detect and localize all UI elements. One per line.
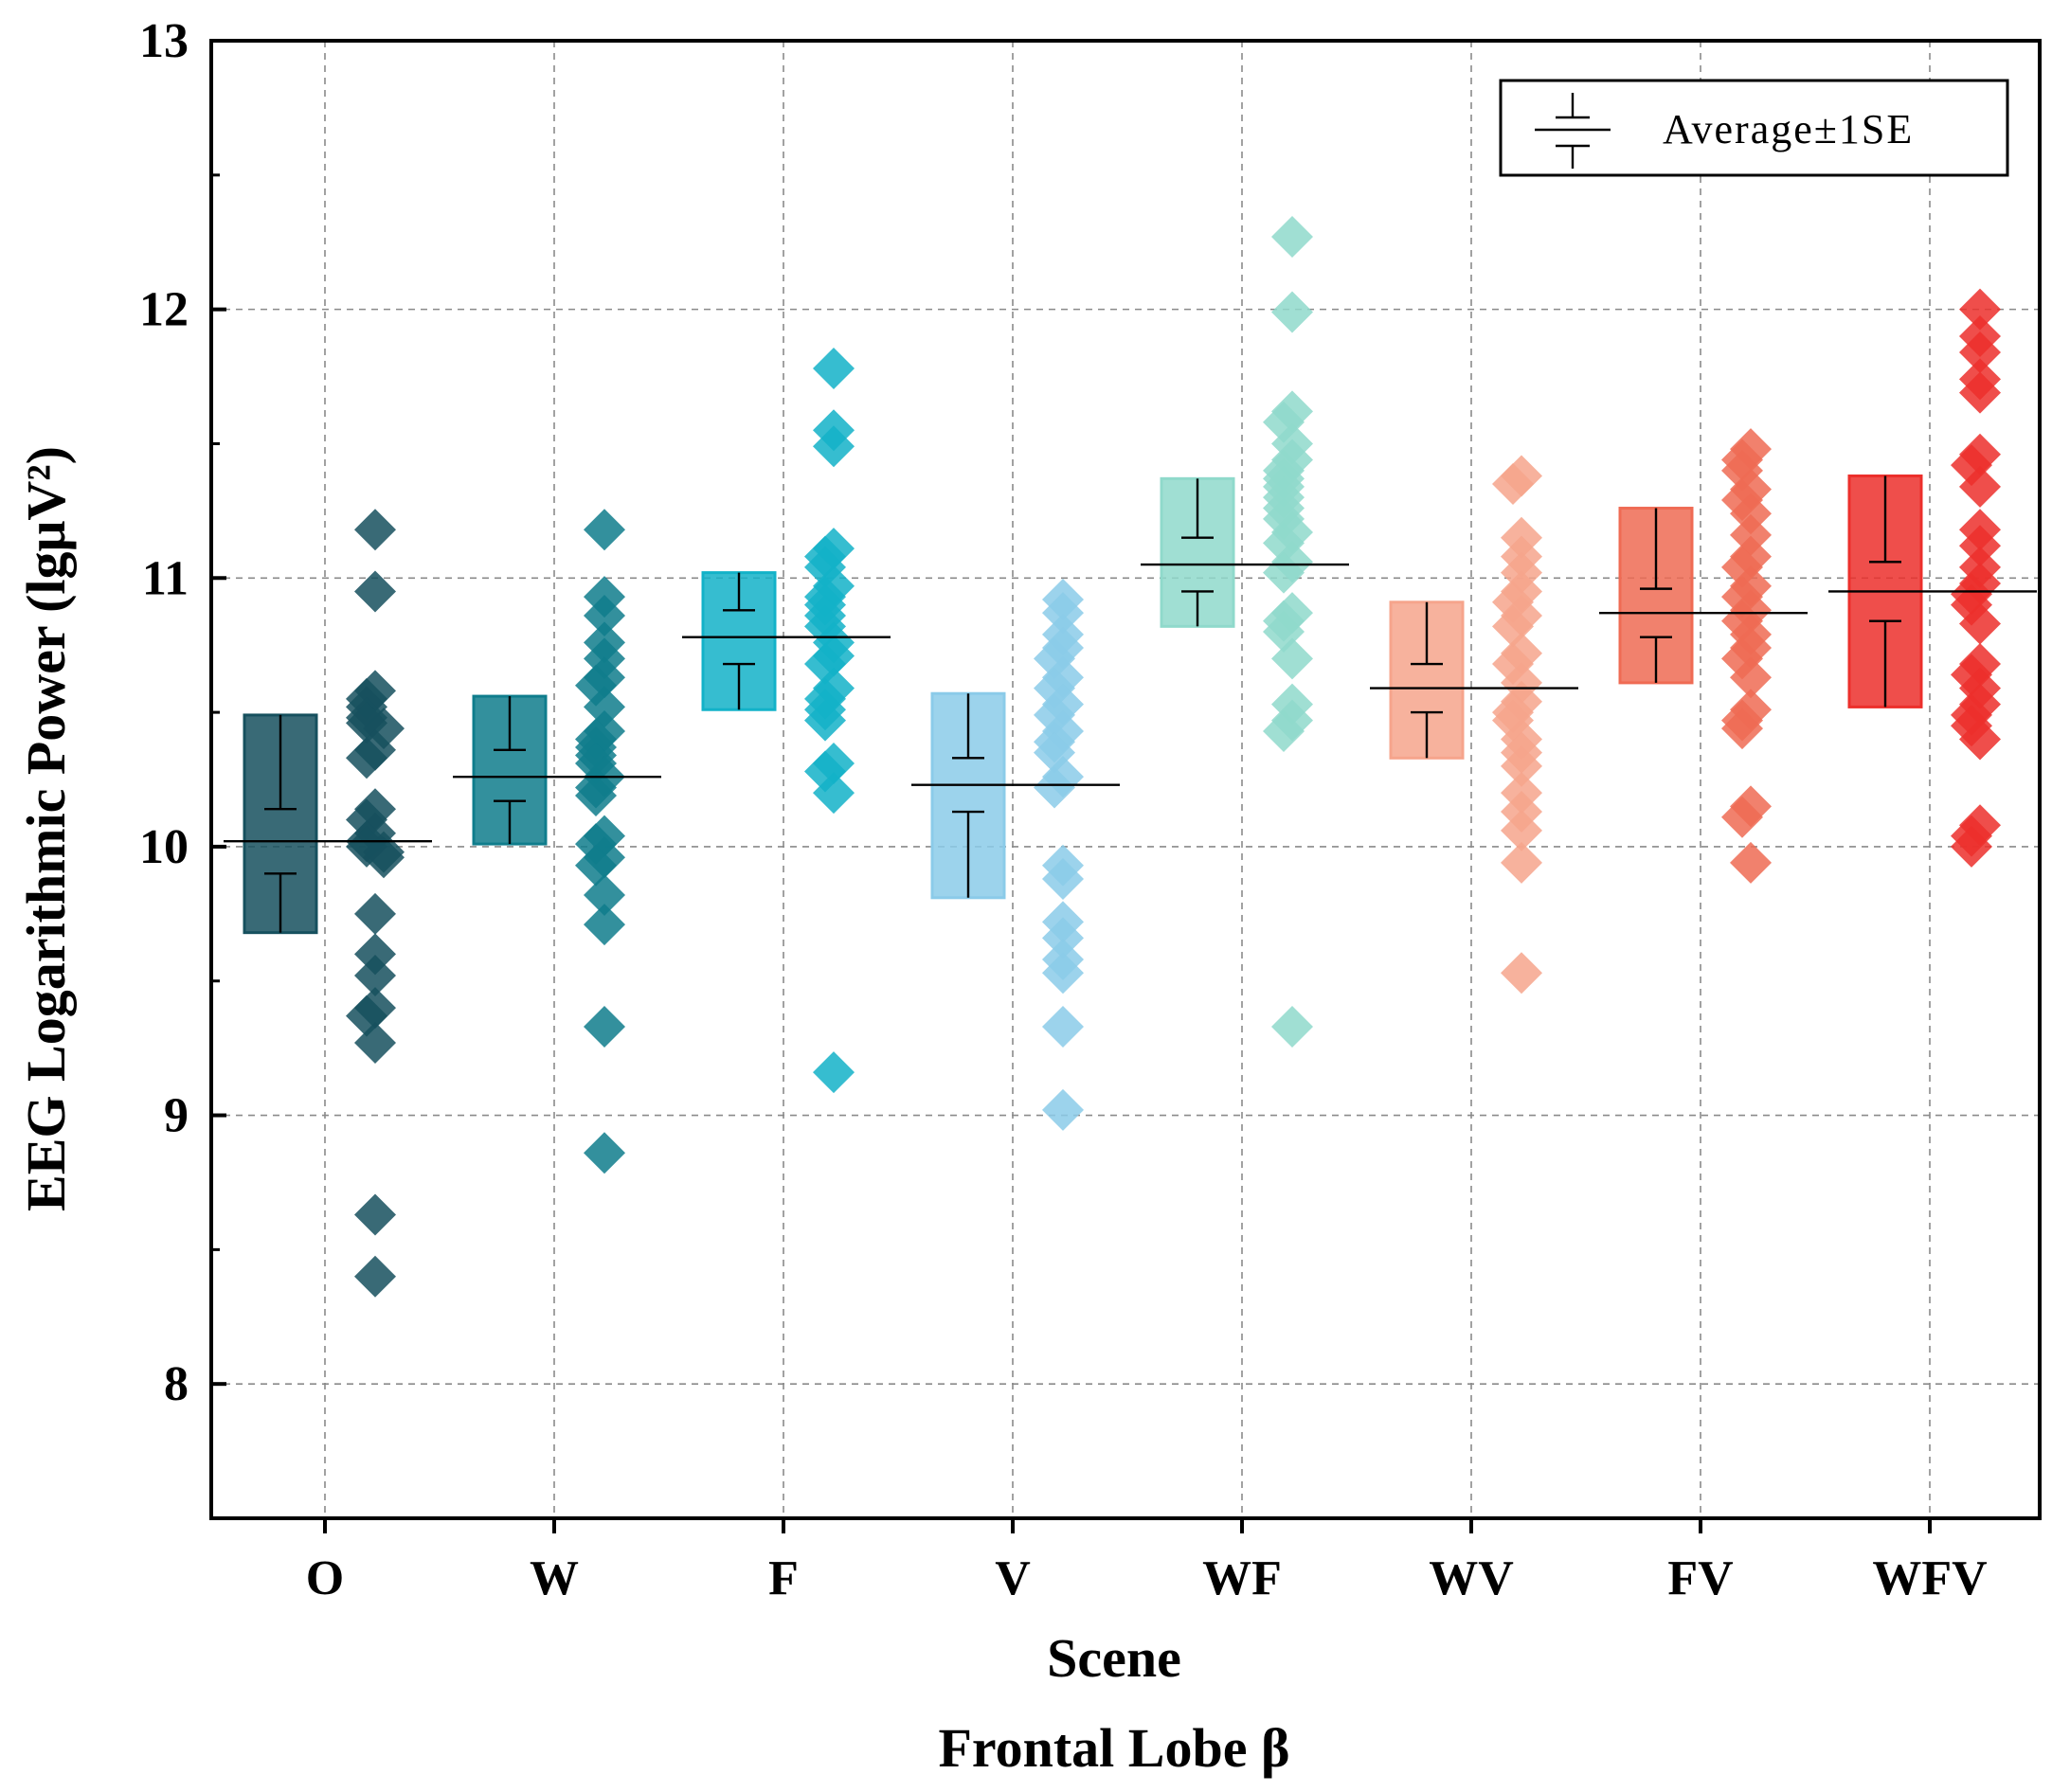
data-point-o (354, 955, 396, 997)
data-point-wfv (1959, 525, 2001, 567)
data-point-v (1042, 917, 1084, 959)
grid (211, 41, 2040, 1518)
data-point-f (813, 772, 855, 815)
legend-label: Average±1SE (1663, 106, 1914, 152)
y-tick-label: 12 (139, 283, 189, 337)
data-point-wfv (1959, 718, 2001, 761)
x-axis: O W F V WF WV FV WFV (306, 1518, 1988, 1605)
data-point-w (575, 844, 617, 887)
data-point-fv (1730, 841, 1772, 884)
data-point-w (584, 904, 625, 946)
data-point-w (584, 509, 625, 551)
data-point-f (813, 1051, 855, 1094)
y-axis: 8 9 10 11 12 13 (139, 14, 226, 1520)
data-point-wv (1501, 809, 1542, 851)
data-point-o (354, 1193, 396, 1236)
data-point-wfv (1951, 825, 1992, 868)
data-point-wv (1501, 744, 1542, 787)
x-tick-label: F (768, 1551, 799, 1605)
data-point-v (1042, 1088, 1084, 1131)
y-tick-label: 8 (164, 1357, 189, 1411)
data-point-w (584, 1005, 625, 1048)
data-point-w (584, 1132, 625, 1174)
data-point-wfv (1959, 332, 2001, 374)
data-point-v (1042, 952, 1084, 995)
y-tick-label: 10 (139, 820, 189, 874)
legend: Average±1SE (1499, 79, 2009, 177)
data-point-wf (1271, 1005, 1313, 1048)
data-point-v (1042, 592, 1084, 635)
x-tick-label: V (995, 1551, 1031, 1605)
data-point-wfv (1959, 465, 2001, 508)
data-point-w (584, 686, 625, 728)
data-point-f (813, 348, 855, 390)
data-point-fv (1721, 708, 1763, 750)
se-boxes (243, 474, 1923, 935)
x-tick-label: WFV (1872, 1551, 1987, 1605)
figure-caption: Frontal Lobe β (938, 1717, 1289, 1779)
data-point-o (354, 509, 396, 551)
data-point-wf (1263, 709, 1305, 752)
data-point-o (354, 570, 396, 613)
data-point-wfv (1959, 371, 2001, 414)
data-point-w (584, 873, 625, 916)
data-point-v (1042, 1005, 1084, 1048)
y-tick-label: 9 (164, 1089, 189, 1143)
data-point-o (354, 892, 396, 935)
data-point-o (354, 1021, 396, 1064)
data-point-wv (1501, 952, 1542, 995)
data-point-fv (1730, 513, 1772, 556)
data-point-fv (1730, 493, 1772, 535)
legend-symbol (1535, 93, 1611, 169)
data-point-wf (1271, 291, 1313, 333)
legend-box (1499, 79, 2009, 177)
data-point-wv (1492, 463, 1534, 505)
x-tick-label: W (530, 1551, 579, 1605)
data-point-w (584, 594, 625, 636)
data-point-wfv (1959, 288, 2001, 331)
x-tick-label: FV (1667, 1551, 1733, 1605)
data-point-wv (1501, 841, 1542, 884)
data-point-fv (1721, 796, 1763, 838)
mean-lines (224, 563, 2037, 843)
data-point-v (1034, 766, 1075, 809)
plot-frame (209, 39, 2042, 1520)
y-tick-label: 11 (142, 551, 189, 605)
data-points (346, 216, 2001, 1298)
x-tick-label: WF (1202, 1551, 1282, 1605)
data-point-wf (1263, 551, 1305, 594)
data-point-wf (1271, 216, 1313, 259)
data-point-w (575, 775, 617, 817)
data-point-v (1042, 857, 1084, 900)
data-point-o (354, 1255, 396, 1298)
data-point-o (346, 737, 387, 780)
y-tick-label: 13 (139, 14, 189, 68)
y-axis-title: EEG Logarithmic Power (lgμV²) (15, 446, 77, 1211)
data-point-o (354, 933, 396, 976)
data-point-wfv (1959, 602, 2001, 645)
x-axis-title: Scene (1047, 1627, 1181, 1689)
x-tick-label: O (306, 1551, 344, 1605)
data-point-f (813, 425, 855, 468)
data-point-f (804, 699, 846, 742)
data-point-fv (1730, 656, 1772, 699)
data-point-wf (1271, 637, 1313, 680)
x-tick-label: WV (1429, 1551, 1514, 1605)
data-point-o (363, 836, 405, 879)
